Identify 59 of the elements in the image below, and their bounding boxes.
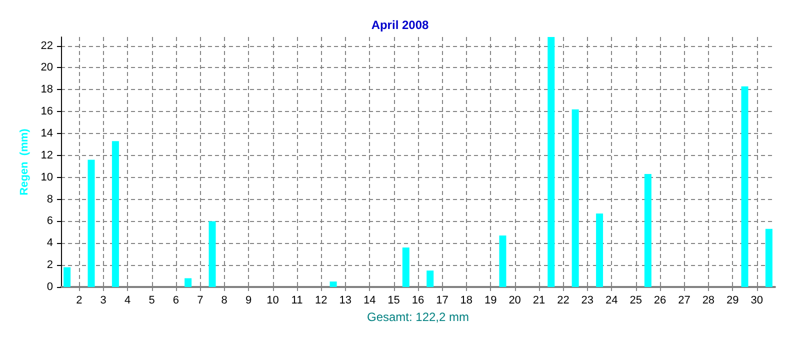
bar: [64, 267, 71, 287]
bar: [548, 37, 555, 287]
x-tick-label: 13: [339, 294, 352, 306]
bar: [112, 141, 119, 287]
y-tick-label: 8: [46, 193, 53, 206]
x-tick-label: 28: [702, 294, 715, 306]
bar: [426, 270, 434, 287]
bar: [402, 248, 410, 287]
y-axis-title: Regen (mm): [18, 128, 30, 196]
x-tick-label: 10: [266, 294, 279, 306]
x-tick-label: 7: [197, 294, 204, 306]
x-tick-label: 25: [630, 294, 642, 306]
x-tick-label: 5: [148, 294, 155, 306]
y-tick-label: 22: [40, 40, 53, 52]
bar: [741, 86, 748, 287]
x-tick-label: 6: [172, 294, 180, 306]
x-tick-label: 12: [315, 294, 328, 306]
x-tick-label: 21: [532, 294, 546, 306]
bar: [499, 235, 506, 287]
y-tick-label: 18: [40, 84, 53, 96]
bar: [330, 282, 337, 287]
x-tick-label: 20: [508, 294, 521, 306]
y-tick-label: 20: [40, 62, 53, 74]
bar: [596, 214, 604, 287]
bar: [184, 278, 192, 287]
x-tick-label: 30: [750, 294, 763, 306]
x-tick-label: 27: [678, 294, 690, 306]
bar: [208, 221, 216, 287]
x-tick-label: 29: [726, 294, 739, 306]
bar: [765, 228, 772, 287]
y-tick-label: 16: [40, 106, 53, 118]
x-tick-label: 22: [557, 294, 570, 306]
x-tick-label: 17: [436, 294, 448, 306]
y-tick-label: 10: [40, 171, 53, 184]
chart-title: April 2008: [371, 18, 429, 32]
bar: [88, 160, 95, 287]
x-tick-label: 8: [221, 294, 228, 306]
x-tick-label: 15: [388, 294, 400, 306]
y-tick-label: 0: [46, 281, 53, 293]
x-tick-label: 18: [460, 294, 473, 306]
y-tick-label: 12: [40, 149, 53, 162]
x-tick-label: 14: [363, 294, 376, 306]
y-tick-label: 14: [40, 127, 53, 140]
y-tick-label: 6: [46, 215, 53, 228]
x-axis-title: Gesamt: 122,2 mm: [366, 310, 470, 324]
x-tick-label: 11: [291, 294, 303, 306]
y-tick-label: 4: [46, 237, 53, 250]
x-tick-label: 26: [654, 294, 666, 306]
x-tick-label: 23: [581, 294, 594, 306]
x-tick-label: 9: [246, 294, 252, 306]
bar: [644, 174, 652, 287]
x-tick-label: 4: [124, 294, 131, 306]
y-tick-label: 2: [46, 259, 53, 272]
x-tick-label: 24: [606, 294, 618, 306]
bar: [572, 109, 579, 287]
x-tick-label: 19: [484, 294, 497, 306]
x-tick-label: 16: [412, 294, 424, 306]
x-tick-label: 2: [76, 294, 82, 306]
x-tick-label: 3: [100, 294, 106, 306]
